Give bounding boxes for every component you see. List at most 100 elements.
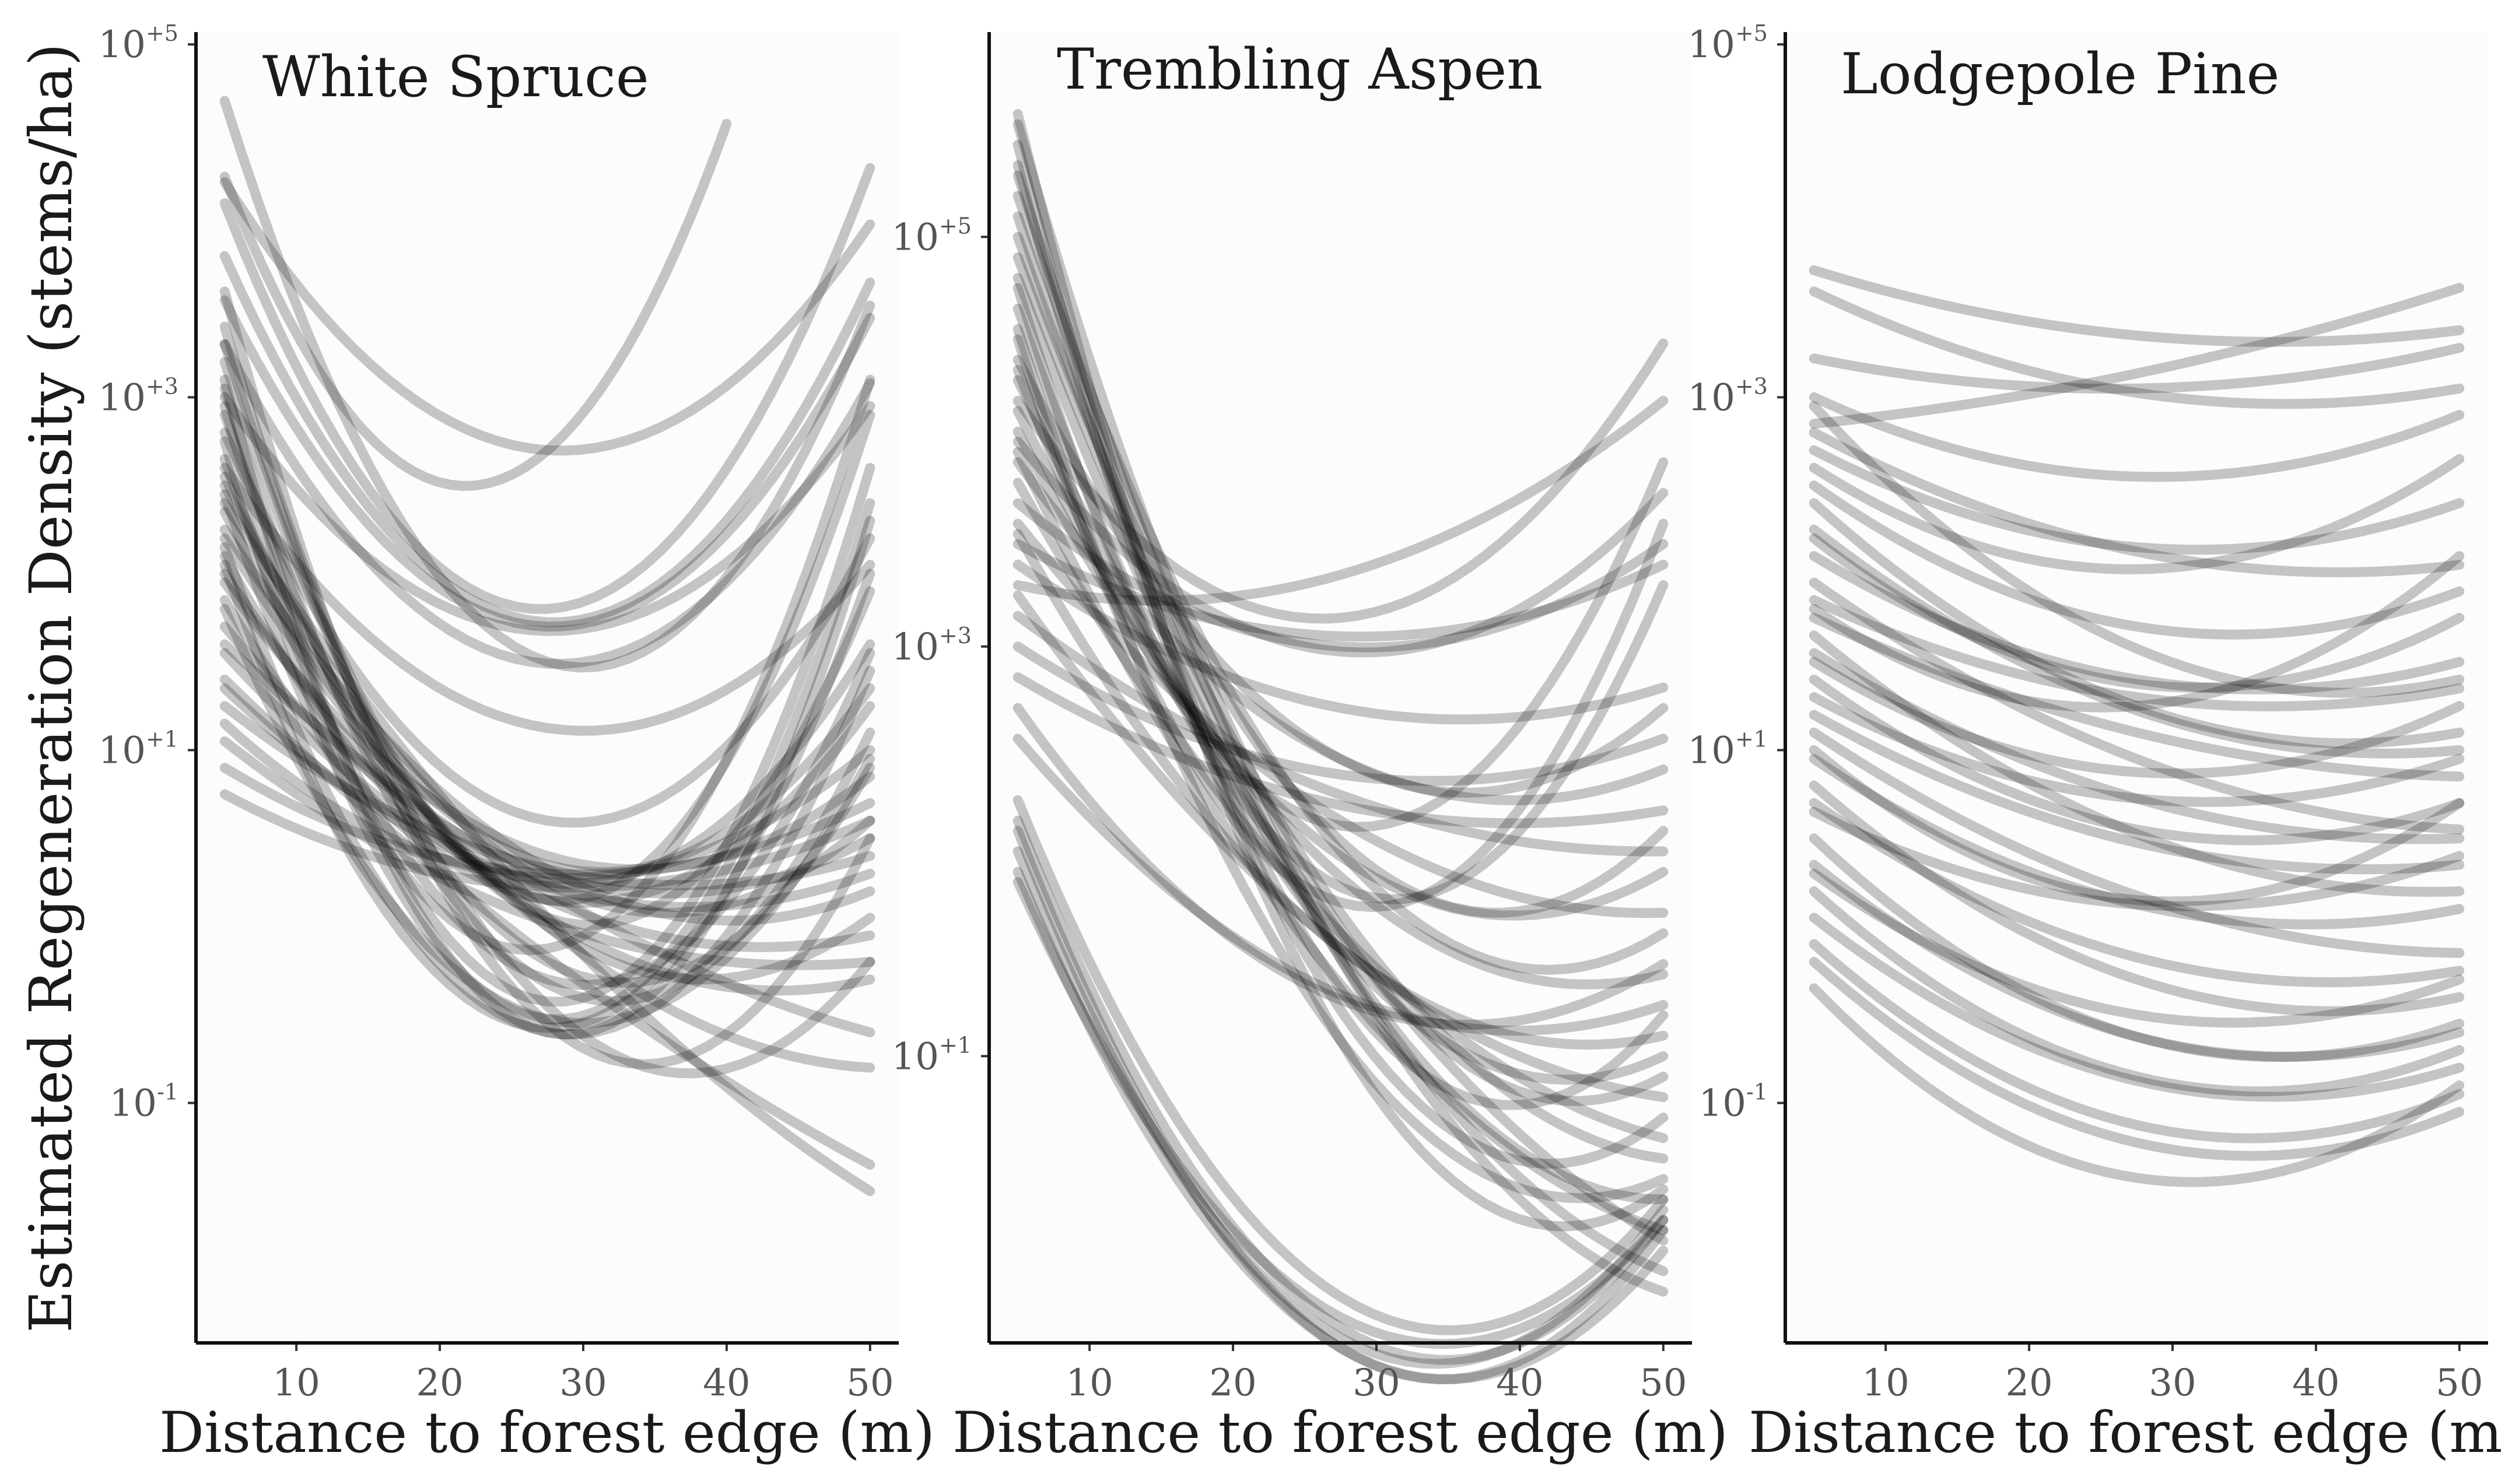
series-line xyxy=(219,251,875,627)
x-tick-label: 10 xyxy=(1862,1362,1909,1405)
curves-group xyxy=(1012,109,1669,1384)
series-line xyxy=(1809,868,2465,1028)
series-line xyxy=(219,401,875,1007)
series-line xyxy=(219,604,875,1029)
series-line xyxy=(1012,641,1669,786)
series-line xyxy=(219,789,875,893)
series-line xyxy=(1809,780,2465,1016)
series-line xyxy=(219,383,875,1006)
series-line xyxy=(1012,375,1669,1246)
series-line xyxy=(1012,273,1669,1276)
series-line xyxy=(219,410,875,988)
series-line xyxy=(1809,445,2465,555)
series-line xyxy=(219,480,875,918)
series-line xyxy=(219,427,875,828)
series-line xyxy=(1809,630,2465,897)
y-tick-label: 10+1 xyxy=(99,726,178,772)
series-line xyxy=(1012,191,1669,975)
series-line xyxy=(219,436,875,1025)
series-line xyxy=(1809,551,2465,694)
series-line xyxy=(1012,406,1669,990)
series-line xyxy=(219,683,875,913)
series-line xyxy=(1012,559,1669,725)
series-line xyxy=(1809,727,2465,958)
series-line xyxy=(1809,806,2465,911)
series-line xyxy=(219,339,875,1079)
series-line xyxy=(219,462,875,736)
series-line xyxy=(1809,833,2465,1062)
series-line xyxy=(1012,498,1669,652)
x-tick-label: 30 xyxy=(1353,1362,1400,1405)
series-line xyxy=(219,551,875,889)
series-line xyxy=(1012,252,1669,1164)
series-line xyxy=(1809,754,2465,929)
series-line xyxy=(1012,447,1669,1236)
series-line xyxy=(1012,672,1669,829)
series-line xyxy=(219,454,875,990)
series-line xyxy=(1012,478,1669,1143)
panel-lodgepole-pine: 10+5 10+3 10+1 10-1 10 20 30 40 50 Lodgepole Pi… xyxy=(1688,20,2505,1465)
x-tick-label: 50 xyxy=(2436,1362,2483,1405)
x-tick-label: 30 xyxy=(559,1362,607,1405)
series-line xyxy=(1012,119,1669,1106)
x-tick-label: 50 xyxy=(1639,1362,1687,1405)
series-line xyxy=(219,595,875,908)
series-line xyxy=(1012,160,1669,1169)
series-line xyxy=(219,763,875,880)
series-line xyxy=(219,286,875,1069)
series-line xyxy=(1012,437,1669,658)
panel-title: Lodgepole Pine xyxy=(1841,41,2279,107)
x-tick-label: 20 xyxy=(2005,1362,2052,1405)
x-ticks: 10 20 30 40 50 xyxy=(1862,1343,2483,1405)
y-tick-label: 10+5 xyxy=(99,20,178,66)
x-tick-label: 20 xyxy=(1209,1362,1256,1405)
series-line xyxy=(219,96,875,673)
series-line xyxy=(219,736,875,970)
panel-white-spruce: 10+5 10+3 10+1 10-1 10 20 30 40 50 White Spruce… xyxy=(99,20,935,1465)
series-line xyxy=(1809,886,2465,1097)
series-line xyxy=(1012,355,1669,798)
series-line xyxy=(1012,539,1669,642)
y-ticks: 10+5 10+3 10+1 10-1 xyxy=(99,20,196,1125)
series-line xyxy=(1809,745,2465,907)
series-line xyxy=(1809,913,2465,1102)
series-line xyxy=(1809,577,2465,835)
y-tick-label: 10+5 xyxy=(1688,20,1768,66)
x-tick-label: 10 xyxy=(272,1362,320,1405)
series-line xyxy=(219,622,875,899)
series-line xyxy=(1012,139,1669,1110)
series-line xyxy=(1809,648,2465,844)
series-line xyxy=(219,177,875,456)
series-line xyxy=(1012,211,1669,1205)
curves-group xyxy=(1809,265,2465,1187)
plot-area xyxy=(989,32,1692,1343)
series-line xyxy=(1012,518,1669,918)
series-line xyxy=(1012,426,1669,921)
series-line xyxy=(1012,334,1669,912)
series-line xyxy=(1012,283,1669,904)
y-tick-label: 10+3 xyxy=(99,373,178,419)
series-line xyxy=(1809,265,2465,347)
series-line xyxy=(1809,957,2465,1161)
series-line xyxy=(219,374,875,1040)
series-line xyxy=(1809,427,2465,577)
y-tick-label: 10+1 xyxy=(892,1032,972,1078)
series-line xyxy=(1809,498,2465,749)
x-tick-label: 10 xyxy=(1066,1362,1113,1405)
x-tick-label: 40 xyxy=(1496,1362,1543,1405)
y-tick-label: 10+1 xyxy=(1688,726,1768,772)
series-line xyxy=(1012,365,1669,832)
y-tick-label: 10+5 xyxy=(892,213,972,259)
y-ticks: 10+5 10+3 10+1 xyxy=(892,213,989,1078)
series-line xyxy=(1809,710,2465,875)
series-line xyxy=(219,560,875,1033)
series-line xyxy=(1012,877,1669,1349)
series-line xyxy=(1012,815,1669,1365)
series-line xyxy=(1012,529,1669,1050)
x-tick-label: 20 xyxy=(416,1362,463,1405)
series-line xyxy=(1012,457,1669,805)
series-line xyxy=(219,639,875,1037)
series-line xyxy=(1012,846,1669,1369)
series-line xyxy=(219,392,875,636)
